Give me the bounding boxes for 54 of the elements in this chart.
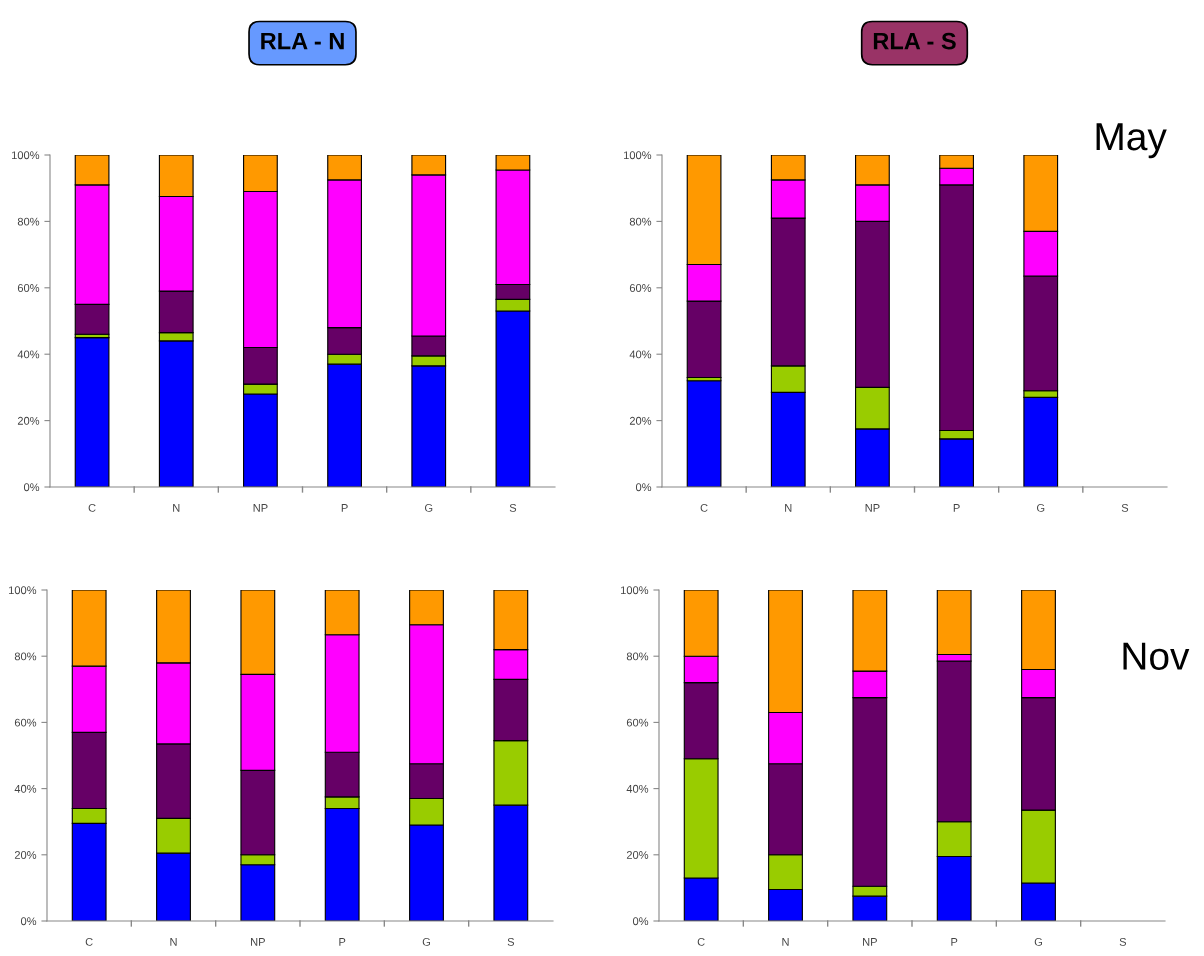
x-tick-label: G bbox=[424, 503, 433, 512]
annotation: Nov bbox=[1123, 642, 1190, 670]
x-tick-label: S bbox=[1121, 503, 1129, 512]
x-tick-label: S bbox=[507, 937, 515, 946]
y-tick-label: 20% bbox=[14, 851, 37, 859]
x-tick-label: NP bbox=[251, 938, 265, 946]
y-tick-label: 0% bbox=[635, 483, 652, 492]
y-tick-label: 80% bbox=[629, 217, 652, 226]
y-tick-label: 60% bbox=[17, 284, 40, 292]
annotation: May bbox=[1096, 123, 1167, 159]
y-tick-label: 20% bbox=[626, 851, 649, 859]
y-tick-label: 60% bbox=[629, 284, 652, 292]
y-tick-label: 80% bbox=[14, 652, 37, 661]
x-tick-label: P bbox=[951, 938, 958, 946]
y-tick-label: 0% bbox=[23, 483, 40, 492]
y-tick-label: 20% bbox=[17, 416, 40, 425]
x-tick-label: NP bbox=[863, 938, 877, 946]
y-tick-label: 80% bbox=[17, 217, 40, 226]
y-tick-label: 40% bbox=[629, 350, 652, 359]
x-tick-label: P bbox=[339, 938, 346, 946]
x-tick-label: C bbox=[88, 503, 96, 512]
x-tick-label: N bbox=[173, 504, 180, 512]
y-tick-label: 100% bbox=[624, 151, 652, 160]
y-tick-label: 80% bbox=[626, 652, 649, 661]
y-tick-label: 100% bbox=[621, 586, 649, 595]
chart-title: RLA - N bbox=[261, 32, 344, 50]
bar bbox=[686, 380, 722, 487]
y-tick-label: 0% bbox=[20, 917, 37, 926]
x-tick-label: N bbox=[785, 504, 792, 512]
chart-title: RLA - S bbox=[873, 32, 956, 50]
y-tick-label: 40% bbox=[626, 784, 649, 793]
bar bbox=[74, 337, 110, 487]
y-tick-label: 60% bbox=[626, 718, 649, 727]
x-tick-label: C bbox=[697, 937, 705, 946]
y-tick-label: 40% bbox=[17, 350, 40, 359]
x-tick-label: NP bbox=[253, 504, 268, 512]
y-tick-label: 60% bbox=[14, 718, 37, 727]
x-tick-label: S bbox=[509, 503, 517, 512]
x-tick-label: C bbox=[85, 937, 93, 946]
x-tick-label: G bbox=[1036, 503, 1045, 512]
y-tick-label: 100% bbox=[12, 151, 40, 160]
x-tick-label: N bbox=[170, 938, 177, 946]
x-tick-label: N bbox=[782, 938, 789, 946]
y-tick-label: 100% bbox=[9, 586, 37, 595]
x-tick-label: G bbox=[422, 937, 430, 946]
x-tick-label: S bbox=[1119, 937, 1127, 946]
y-tick-label: 20% bbox=[629, 416, 652, 425]
x-tick-label: G bbox=[1034, 937, 1042, 946]
x-tick-label: NP bbox=[865, 504, 880, 512]
y-tick-label: 0% bbox=[632, 917, 649, 926]
x-tick-label: C bbox=[700, 503, 708, 512]
x-tick-label: P bbox=[341, 504, 348, 512]
x-tick-label: P bbox=[953, 504, 960, 512]
y-tick-label: 40% bbox=[14, 784, 37, 793]
